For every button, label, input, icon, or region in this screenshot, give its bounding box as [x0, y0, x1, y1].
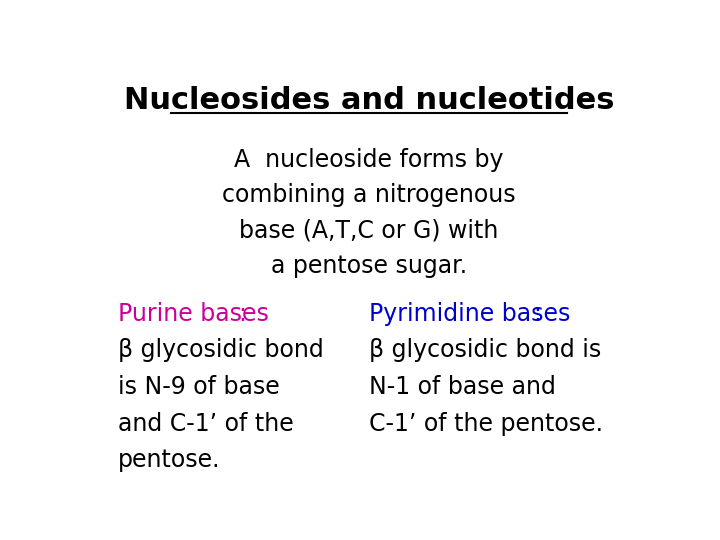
- Text: N-1 of base and: N-1 of base and: [369, 375, 556, 399]
- Text: Purine bases: Purine bases: [118, 302, 269, 326]
- Text: is N-9 of base: is N-9 of base: [118, 375, 279, 399]
- Text: a pentose sugar.: a pentose sugar.: [271, 254, 467, 278]
- Text: β glycosidic bond: β glycosidic bond: [118, 339, 324, 362]
- Text: and C-1’ of the: and C-1’ of the: [118, 411, 294, 436]
- Text: Nucleosides and nucleotides: Nucleosides and nucleotides: [124, 85, 614, 114]
- Text: A  nucleoside forms by: A nucleoside forms by: [234, 148, 504, 172]
- Text: β glycosidic bond is: β glycosidic bond is: [369, 339, 601, 362]
- Text: :: :: [238, 302, 246, 326]
- Text: :: :: [534, 302, 541, 326]
- Text: C-1’ of the pentose.: C-1’ of the pentose.: [369, 411, 603, 436]
- Text: combining a nitrogenous: combining a nitrogenous: [222, 183, 516, 207]
- Text: Pyrimidine bases: Pyrimidine bases: [369, 302, 570, 326]
- Text: base (A,T,C or G) with: base (A,T,C or G) with: [239, 219, 499, 242]
- Text: pentose.: pentose.: [118, 448, 220, 472]
